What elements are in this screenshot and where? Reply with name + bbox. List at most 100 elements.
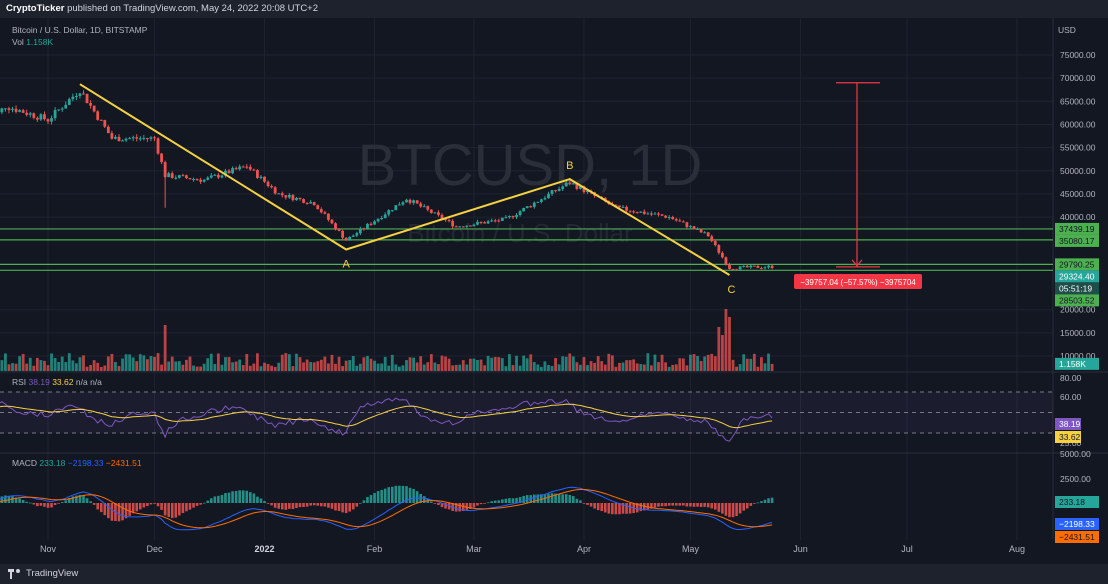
volume-bar xyxy=(515,355,518,371)
candle-body xyxy=(543,198,547,200)
macd-histogram-bar xyxy=(518,497,522,503)
volume-bar xyxy=(231,362,234,371)
price-tick-label: 75000.00 xyxy=(1060,50,1096,60)
macd-histogram-bar xyxy=(625,503,628,514)
btc-chart[interactable]: BTCUSD, 1D Bitcoin / U.S. Dollar A B C −39… xyxy=(0,18,1108,564)
volume-bar xyxy=(415,362,419,371)
macd-histogram-bar xyxy=(717,503,721,512)
macd-histogram-bar xyxy=(373,492,376,503)
volume-bar xyxy=(4,353,7,371)
volume-bar xyxy=(412,357,415,371)
macd-histogram-bar xyxy=(28,502,32,504)
price-tick-label: 70000.00 xyxy=(1060,73,1096,83)
macd-histogram-bar xyxy=(135,503,139,512)
volume-bar xyxy=(309,362,313,371)
candle-body xyxy=(46,119,50,122)
volume-bar xyxy=(728,317,731,371)
price-tag-label: 29324.40 xyxy=(1059,271,1095,281)
candle-body xyxy=(472,224,476,227)
volume-bar xyxy=(618,362,621,371)
macd-histogram-bar xyxy=(142,503,146,508)
macd-histogram-bar xyxy=(96,503,99,510)
macd-histogram-bar xyxy=(131,503,135,514)
candle-body xyxy=(202,179,206,182)
volume-bar xyxy=(632,359,636,371)
volume-bar xyxy=(529,354,533,371)
macd-histogram-bar xyxy=(419,493,422,503)
candle-body xyxy=(561,186,565,189)
candle-body xyxy=(408,199,412,203)
macd-histogram-bar xyxy=(738,503,742,514)
volume-bar xyxy=(479,359,483,371)
time-tick-label: Apr xyxy=(577,544,591,554)
volume-bar xyxy=(689,354,692,371)
macd-histogram-bar xyxy=(721,503,724,514)
candle-body xyxy=(639,211,643,213)
horizontal-levels[interactable] xyxy=(0,228,1053,271)
macd-histogram-bar xyxy=(437,503,440,506)
volume-bar xyxy=(287,354,291,371)
candle-body xyxy=(181,175,185,177)
measure-tool[interactable]: −39757.04 (−57.57%) −3975704 xyxy=(794,82,922,289)
candle-body xyxy=(131,137,135,139)
volume-bar xyxy=(468,358,472,371)
volume-bar xyxy=(607,353,611,371)
price-axis[interactable]: 75000.00 70000.00 65000.00 60000.00 55000.00… xyxy=(1055,50,1099,543)
volume-bar xyxy=(511,365,515,371)
macd-histogram-bar xyxy=(138,503,142,510)
volume-bar xyxy=(596,356,600,371)
volume-bar xyxy=(586,365,589,371)
macd-histogram-bar xyxy=(767,498,770,503)
time-tick-label: Mar xyxy=(466,544,482,554)
publisher-name: CryptoTicker xyxy=(6,3,65,14)
macd-histogram-bar xyxy=(348,503,352,512)
candle-body xyxy=(493,220,497,222)
time-axis[interactable]: Nov Dec 2022 Feb Mar Apr May Jun Jul Aug xyxy=(40,544,1025,554)
candle-body xyxy=(110,133,114,139)
macd-histogram-bar xyxy=(593,503,596,509)
candle-body xyxy=(35,117,39,120)
volume-bar xyxy=(504,366,508,371)
volume-bar xyxy=(156,353,160,371)
volume-bar xyxy=(461,360,465,371)
macd-histogram-bar xyxy=(564,494,568,503)
candle-body xyxy=(64,104,68,109)
candle-body xyxy=(618,205,621,208)
macd-histogram-bar xyxy=(43,503,46,507)
volume-bar xyxy=(298,357,302,371)
price-tag-label: 1.158K xyxy=(1059,359,1086,369)
macd-histogram-bar xyxy=(628,503,632,514)
price-tick-label: 15000.00 xyxy=(1060,328,1096,338)
macd-histogram-bar xyxy=(735,503,738,517)
volume-bar xyxy=(767,353,770,371)
volume-bar xyxy=(525,358,529,371)
tradingview-logo[interactable]: TradingView xyxy=(8,568,78,579)
macd-histogram-bar xyxy=(540,494,543,503)
rsi-na-1: n/a xyxy=(75,377,88,387)
pattern-label-b: B xyxy=(566,160,573,172)
macd-histogram-bar xyxy=(117,503,121,522)
candle-body xyxy=(390,210,394,212)
macd-histogram-bar xyxy=(536,494,540,503)
candle-body xyxy=(227,170,231,174)
abc-pattern[interactable]: A B C xyxy=(79,83,736,296)
volume-bar xyxy=(234,361,238,371)
candle-body xyxy=(121,140,124,142)
macd-histogram-bar xyxy=(163,503,167,516)
candle-body xyxy=(99,119,103,121)
candle-body xyxy=(433,212,437,214)
publish-info: published on TradingView.com, May 24, 20… xyxy=(67,3,319,14)
volume-bar xyxy=(667,366,671,371)
candle-body xyxy=(57,109,61,111)
volume-bar xyxy=(717,327,721,371)
volume-bar xyxy=(117,366,121,371)
chart-grid xyxy=(0,18,1108,540)
macd-histogram-bar xyxy=(192,503,195,508)
candle-body xyxy=(664,215,668,218)
volume-bar xyxy=(621,362,625,371)
macd-histogram-bar xyxy=(479,503,483,505)
volume-bar xyxy=(110,353,114,371)
candle-body xyxy=(248,166,252,170)
candle-body xyxy=(511,216,515,218)
macd-histogram-bar xyxy=(674,503,678,506)
